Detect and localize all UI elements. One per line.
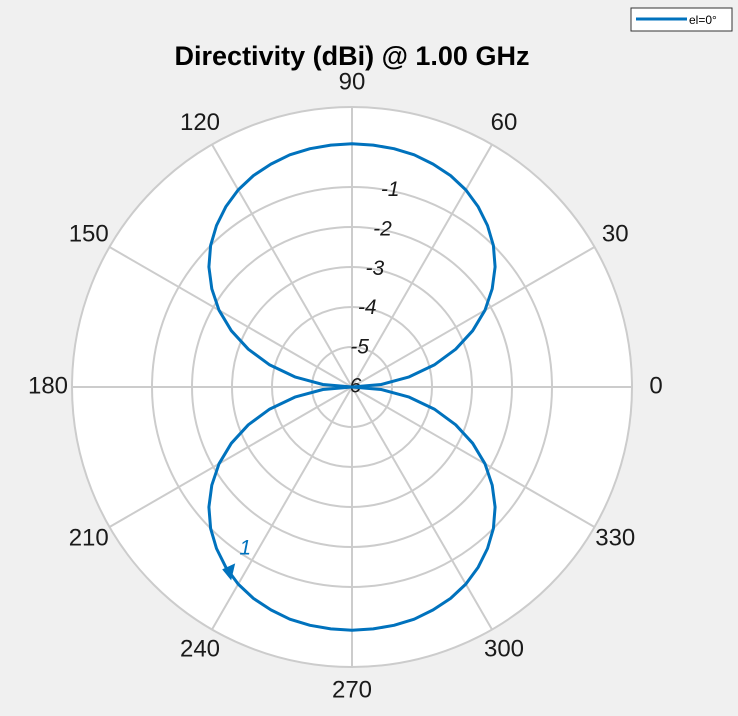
angle-tick-label: 90 [339,68,366,95]
data-marker-icon[interactable] [222,563,236,581]
series-line [207,142,497,632]
chart-title: Directivity (dBi) @ 1.00 GHz [175,41,530,71]
angle-tick-label: 240 [180,636,220,663]
angle-tick-label: 180 [28,372,68,399]
angle-tick-label: 210 [69,524,109,551]
angle-tick-label: 150 [69,220,109,247]
legend[interactable]: el=0° [630,7,733,32]
angle-tick-label: 60 [491,109,518,136]
angle-tick-label: 30 [602,220,629,247]
angle-tick-label: 120 [180,109,220,136]
legend-entry-label: el=0° [689,13,717,27]
data-marker-label: 1 [239,536,251,559]
angle-tick-label: 270 [332,676,372,703]
marker-layer[interactable]: 1 [222,536,251,581]
radius-tick-label: -2 [373,217,392,240]
radius-tick-label: -5 [350,335,369,358]
angle-tick-label: 330 [595,524,635,551]
series-layer [207,142,497,632]
angle-tick-labels: 0 30 60 90 120 150 180 210 240 270 300 330 [28,68,663,703]
radius-tick-label: -1 [381,178,400,201]
radius-tick-label: -3 [366,257,385,280]
angle-tick-label: 300 [484,636,524,663]
radius-tick-label: -4 [358,296,377,319]
angle-tick-label: 0 [649,372,662,399]
